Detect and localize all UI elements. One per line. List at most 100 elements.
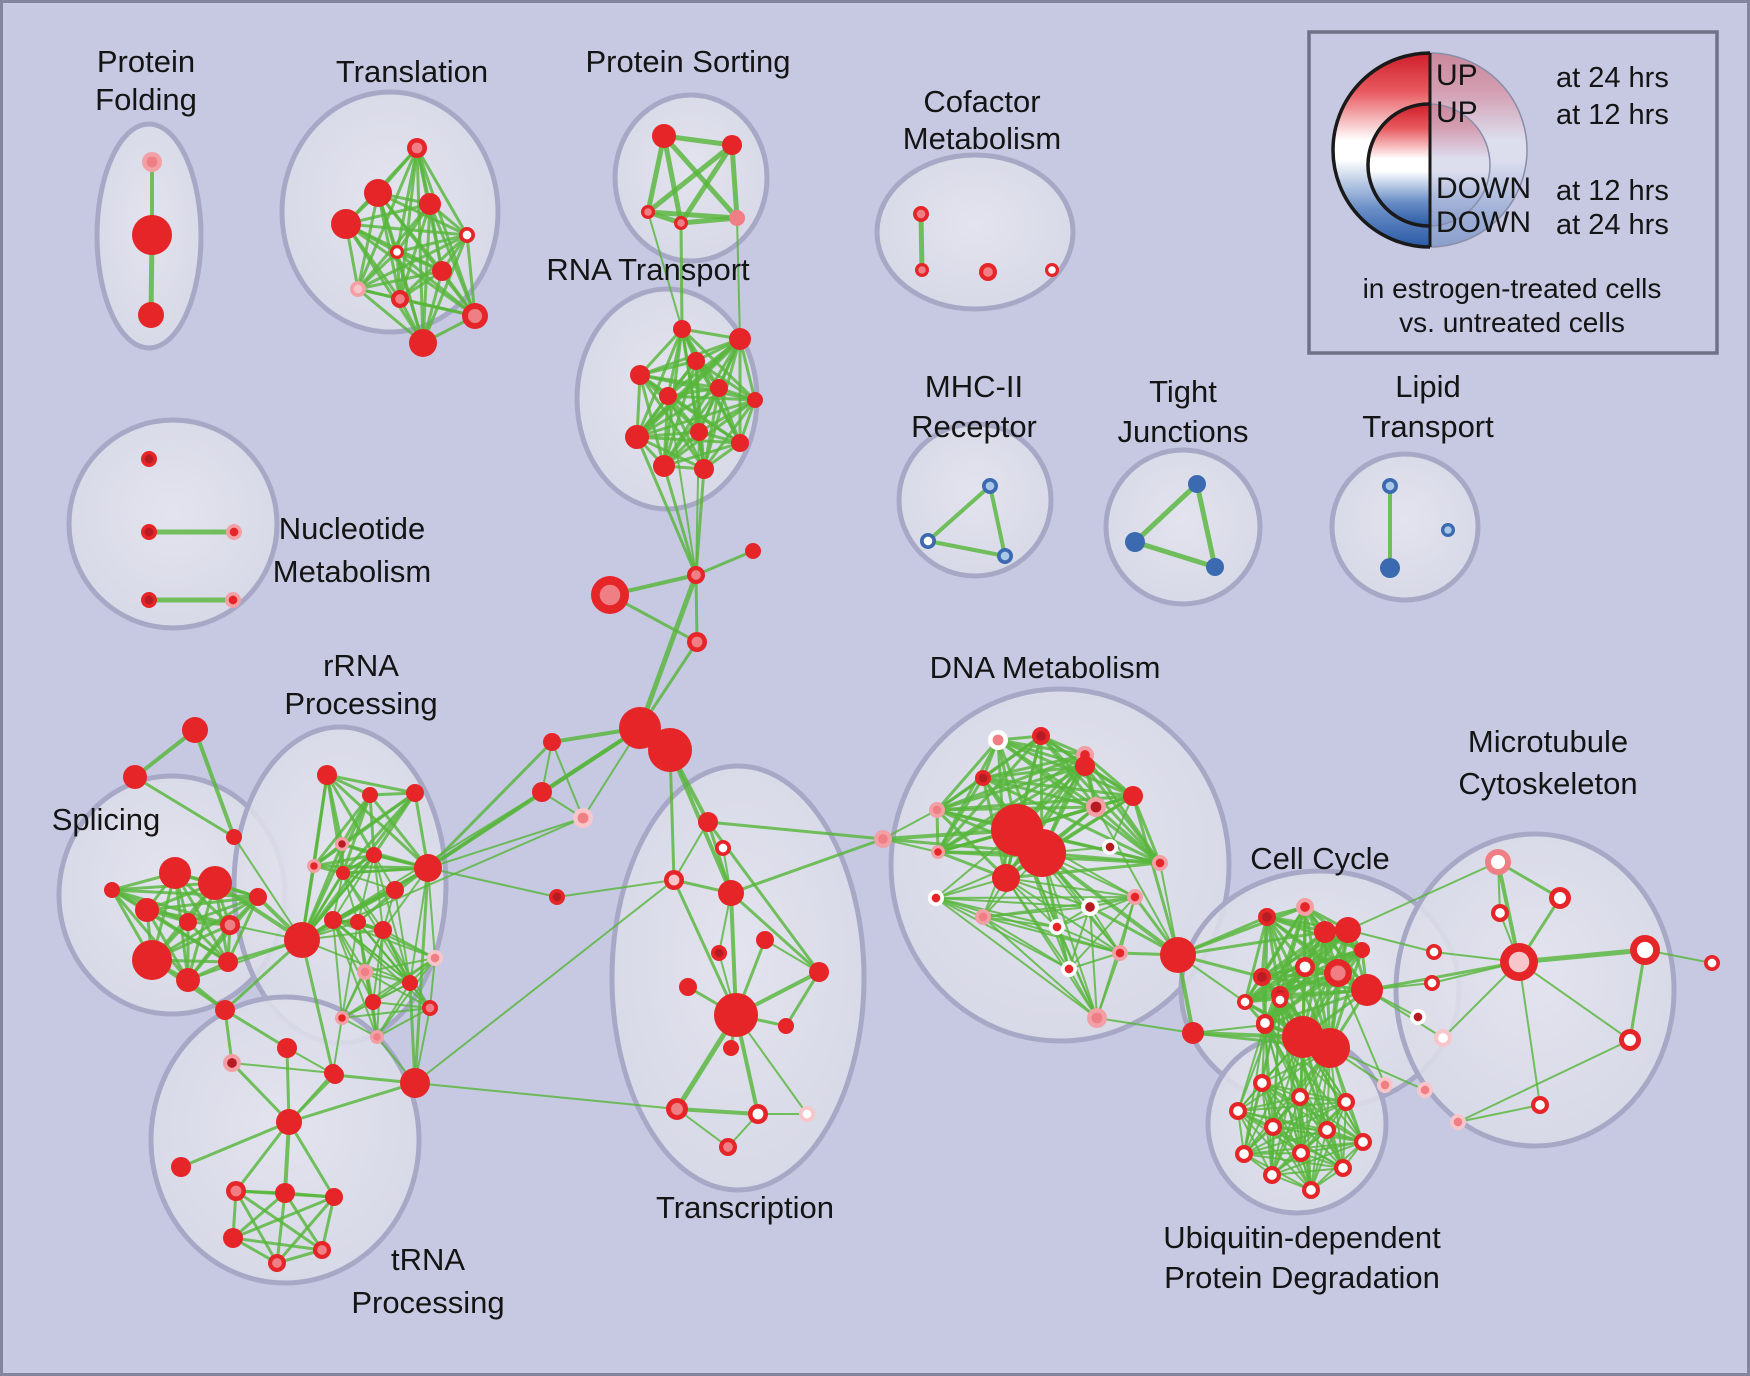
network-edge [1329, 1047, 1344, 1169]
node-outer-ring [673, 320, 691, 338]
network-edge [1365, 960, 1521, 992]
node-inner-core [1554, 892, 1566, 904]
network-node [997, 548, 1013, 564]
network-edge [1005, 877, 1091, 908]
network-edge [1243, 915, 1269, 1004]
network-edge [312, 793, 372, 868]
network-node [630, 365, 650, 385]
network-edge [935, 897, 1091, 908]
network-node [1354, 942, 1370, 958]
network-edge [551, 741, 584, 819]
network-edge [110, 888, 190, 982]
network-edge [1176, 930, 1327, 957]
network-edge [1194, 481, 1218, 570]
network-edge [706, 820, 885, 841]
node-inner-core [1453, 1117, 1463, 1127]
network-edge [234, 1120, 291, 1193]
network-edge [729, 142, 740, 221]
network-node [1263, 1166, 1281, 1184]
node-inner-core [1240, 997, 1250, 1007]
node-outer-ring [714, 993, 758, 1037]
network-edge [356, 250, 399, 291]
node-outer-ring [1125, 532, 1145, 552]
node-outer-ring [1314, 921, 1336, 943]
network-node [1426, 944, 1442, 960]
node-inner-core [230, 1185, 242, 1197]
network-edge [395, 233, 469, 254]
network-edge [935, 897, 1121, 954]
network-edge [110, 888, 230, 964]
network-edge [680, 327, 757, 402]
network-edge [332, 854, 375, 921]
cluster-ellipse-trna-processing [148, 994, 422, 1286]
node-inner-core [802, 1109, 812, 1119]
network-node [1061, 961, 1077, 977]
node-outer-ring [198, 866, 232, 900]
network-edge [395, 250, 477, 318]
network-node [307, 859, 321, 873]
network-edge [647, 211, 683, 330]
network-edge [982, 916, 1070, 970]
network-node [1630, 935, 1660, 965]
node-outer-ring [659, 387, 677, 405]
node-inner-core [373, 1033, 381, 1041]
network-node [928, 890, 944, 906]
node-outer-ring [406, 784, 424, 802]
network-edge [341, 1007, 431, 1019]
node-inner-core [1495, 908, 1505, 918]
network-edge [275, 1195, 336, 1265]
network-node [171, 1157, 191, 1177]
node-inner-core [317, 1245, 327, 1255]
node-outer-ring [630, 365, 650, 385]
network-edge [1132, 481, 1200, 545]
node-outer-ring [350, 914, 366, 930]
node-outer-ring [218, 952, 238, 972]
node-outer-ring [756, 931, 774, 949]
network-edge [679, 221, 684, 331]
network-node [400, 1068, 430, 1098]
legend-note: in estrogen-treated cells [1363, 273, 1662, 304]
network-node [747, 392, 763, 408]
network-node [982, 478, 998, 494]
network-edge [672, 878, 738, 1017]
network-node [462, 303, 488, 329]
network-edge [332, 919, 411, 984]
node-outer-ring [419, 193, 441, 215]
network-edge [935, 897, 1058, 928]
network-edge [1347, 861, 1499, 931]
node-outer-ring [176, 968, 200, 992]
network-node [723, 1040, 739, 1056]
cluster-label-splicing: Splicing [52, 802, 161, 837]
legend-row-label: DOWN [1436, 206, 1531, 239]
node-outer-ring [625, 425, 649, 449]
node-inner-core [723, 1142, 733, 1152]
node-outer-ring [543, 733, 561, 751]
node-inner-core [144, 595, 154, 605]
network-node [673, 320, 691, 338]
network-edge [341, 971, 366, 1019]
node-inner-core [411, 142, 423, 154]
node-outer-ring [374, 921, 392, 939]
cluster-label-nucleotide-metabolism: Nucleotide Metabolism [273, 511, 432, 589]
network-node [1450, 1114, 1466, 1130]
network-node [690, 423, 708, 441]
network-edge [635, 327, 684, 439]
network-node [1500, 943, 1538, 981]
node-inner-core [668, 874, 680, 886]
network-node [1160, 937, 1196, 973]
network-node [324, 911, 342, 929]
cluster-label-cell-cycle: Cell Cycle [1250, 841, 1390, 876]
node-outer-ring [1018, 829, 1066, 877]
node-inner-core [1490, 854, 1506, 870]
network-node [745, 543, 761, 559]
network-node [268, 1254, 286, 1272]
network-node [1182, 1022, 1204, 1044]
node-outer-ring [325, 1188, 343, 1206]
network-edge [223, 1008, 289, 1050]
network-node [1102, 839, 1118, 855]
node-outer-ring [336, 866, 350, 880]
network-node [1253, 968, 1271, 986]
network-edge [312, 853, 376, 868]
